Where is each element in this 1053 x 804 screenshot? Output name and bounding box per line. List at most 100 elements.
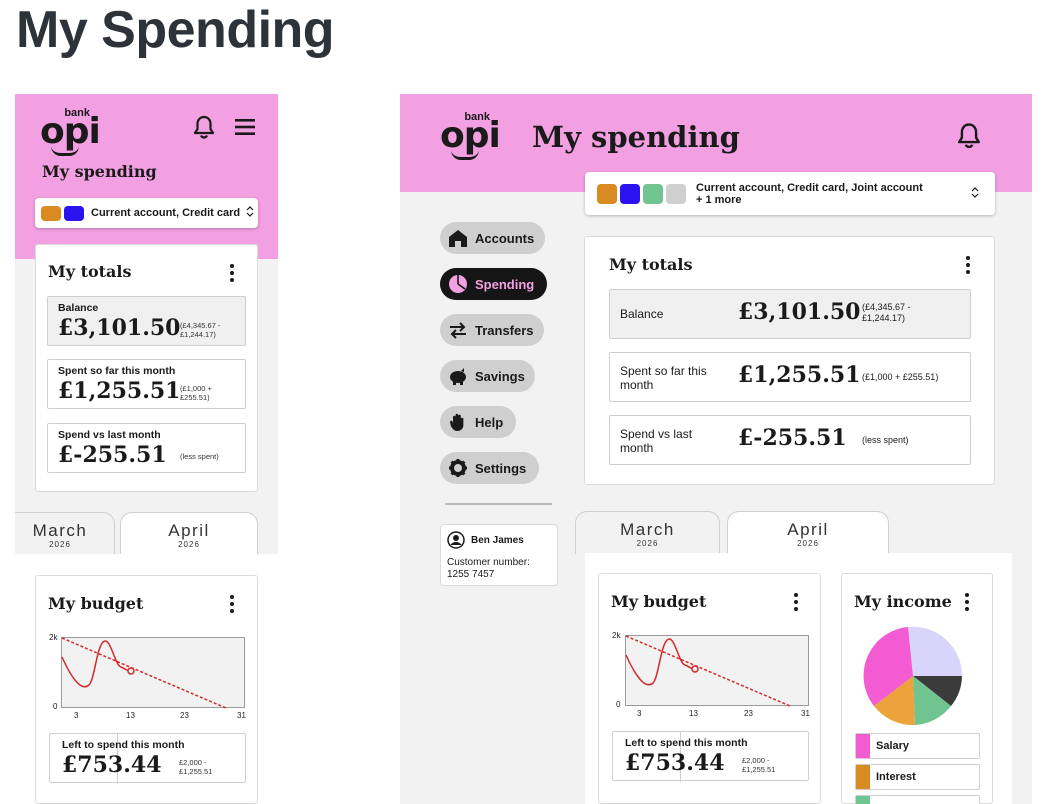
chevron-up-down-icon — [971, 186, 979, 202]
left-to-spend-stat: Left to spend this month £753.44 £2,000 … — [612, 731, 809, 782]
mobile-account-selector-label: Current account, Credit card — [91, 207, 241, 219]
logo-bank-text: bank — [64, 107, 90, 119]
page-title: My Spending — [16, 1, 335, 59]
legend-salary[interactable]: Salary — [855, 733, 980, 759]
mobile-account-selector[interactable]: Current account, Credit card — [35, 198, 258, 228]
x-label-13: 13 — [126, 711, 135, 720]
totals-title: My totals — [609, 255, 693, 274]
user-name: Ben James — [471, 535, 524, 546]
selector-line2: + 1 more — [696, 193, 742, 206]
transfer-arrows-icon — [448, 320, 468, 340]
balance-value: £3,101.50 — [738, 299, 861, 325]
income-title: My income — [854, 592, 952, 611]
bell-icon[interactable] — [192, 114, 216, 140]
bell-icon[interactable] — [956, 121, 982, 149]
legend-interest-swatch — [856, 765, 870, 789]
more-vertical-icon[interactable] — [227, 264, 237, 282]
logo-opi-text: opi — [440, 115, 501, 156]
swatch-current-account — [597, 183, 617, 204]
spent-label: Spent so far this month — [620, 364, 707, 392]
x-label-31: 31 — [237, 711, 246, 720]
stat-divider — [680, 732, 681, 782]
spend-vs-last-value: £-255.51 — [738, 425, 847, 451]
logo-bank-text: bank — [464, 111, 490, 123]
nav-help[interactable]: Help — [440, 406, 516, 438]
desktop-income-card: My income Salary Interest — [841, 573, 993, 804]
spend-vs-last-stat: Spend vs last month £-255.51 (less spent… — [47, 423, 246, 473]
swatch-credit-card — [64, 205, 84, 221]
balance-stat: Balance £3,101.50 (£4,345.67 - £1,244.17… — [609, 289, 971, 339]
desktop-budget-card: My budget 2k 0 3 13 23 31 Left to spend … — [598, 573, 821, 804]
tab-march-year: 2026 — [636, 539, 659, 548]
budget-chart — [625, 635, 809, 707]
hamburger-menu-icon[interactable] — [233, 116, 257, 138]
nav-spending-label: Spending — [475, 276, 535, 292]
nav-settings[interactable]: Settings — [440, 452, 539, 484]
x-label-13: 13 — [689, 709, 698, 718]
budget-title: My budget — [48, 594, 144, 613]
more-vertical-icon[interactable] — [227, 595, 237, 613]
tab-april[interactable]: April 2026 — [727, 511, 889, 554]
legend-interest-label: Interest — [876, 771, 916, 783]
spent-note: (£1,000 + £255.51) — [180, 384, 212, 402]
swatch-credit-card — [620, 183, 640, 204]
tab-april-label: April — [787, 520, 829, 539]
tab-april[interactable]: April 2026 — [120, 512, 258, 555]
spend-vs-last-stat: Spend vs last month £-255.51 (less spent… — [609, 415, 971, 465]
tab-march[interactable]: March 2026 — [575, 511, 720, 554]
nav-spending[interactable]: Spending — [440, 268, 547, 300]
left-to-spend-stat: Left to spend this month £753.44 £2,000 … — [49, 733, 246, 784]
bank-opi-logo[interactable]: bank opi — [40, 107, 101, 156]
spent-note: (£1,000 + £255.51) — [862, 372, 939, 382]
nav-accounts[interactable]: Accounts — [440, 222, 545, 254]
spend-vs-last-label: Spend vs last month — [58, 429, 161, 441]
selector-line1: Current account, Credit card, Joint acco… — [696, 181, 923, 194]
swatch-more — [666, 183, 686, 204]
tab-march-year: 2026 — [49, 540, 71, 549]
home-icon — [448, 228, 468, 248]
desktop-account-selector[interactable]: Current account, Credit card, Joint acco… — [585, 172, 995, 215]
desktop-heading: My spending — [532, 120, 740, 154]
desktop-account-selector-text: Current account, Credit card, Joint acco… — [696, 182, 923, 206]
x-label-3: 3 — [74, 711, 79, 720]
legend-salary-swatch — [856, 734, 870, 758]
more-vertical-icon[interactable] — [791, 593, 801, 611]
nav-transfers-label: Transfers — [475, 322, 534, 338]
x-label-23: 23 — [744, 709, 753, 718]
customer-number-label: Customer number: — [447, 557, 530, 568]
spent-stat: Spent so far this month £1,255.51 (£1,00… — [609, 352, 971, 402]
swatch-current-account — [41, 205, 61, 221]
tab-april-label: April — [168, 521, 210, 540]
tab-march[interactable]: March 2026 — [15, 512, 115, 555]
balance-label: Balance — [620, 307, 664, 321]
spend-vs-last-value: £-255.51 — [58, 442, 167, 468]
x-label-31: 31 — [801, 709, 810, 718]
logo-opi-text: opi — [40, 111, 101, 152]
more-vertical-icon[interactable] — [963, 256, 973, 274]
hand-icon — [448, 412, 468, 432]
nav-transfers[interactable]: Transfers — [440, 314, 544, 346]
tab-april-year: 2026 — [797, 539, 819, 548]
legend-salary-label: Salary — [876, 740, 910, 752]
legend-interest[interactable]: Interest — [855, 764, 980, 790]
user-card[interactable]: Ben James Customer number: 1255 7457 — [440, 524, 558, 586]
nav-savings[interactable]: Savings — [440, 360, 535, 392]
spent-stat: Spent so far this month £1,255.51 (£1,00… — [47, 359, 246, 409]
legend-next[interactable] — [855, 795, 980, 804]
user-circle-icon — [447, 531, 465, 554]
y-label-bottom: 0 — [53, 702, 58, 711]
chevron-up-down-icon — [246, 205, 254, 221]
left-to-spend-label: Left to spend this month — [62, 739, 185, 751]
tab-march-label: March — [620, 520, 675, 539]
more-vertical-icon[interactable] — [962, 593, 972, 611]
spend-vs-last-note: (less spent) — [862, 435, 909, 445]
balance-value: £3,101.50 — [58, 315, 181, 341]
income-pie-chart — [863, 626, 963, 726]
nav-accounts-label: Accounts — [475, 230, 535, 246]
bank-opi-logo[interactable]: bank opi — [440, 111, 501, 160]
stat-divider — [117, 734, 118, 784]
totals-title: My totals — [48, 262, 132, 281]
left-to-spend-value: £753.44 — [62, 752, 162, 778]
nav-settings-label: Settings — [475, 460, 527, 476]
x-label-3: 3 — [637, 709, 642, 718]
